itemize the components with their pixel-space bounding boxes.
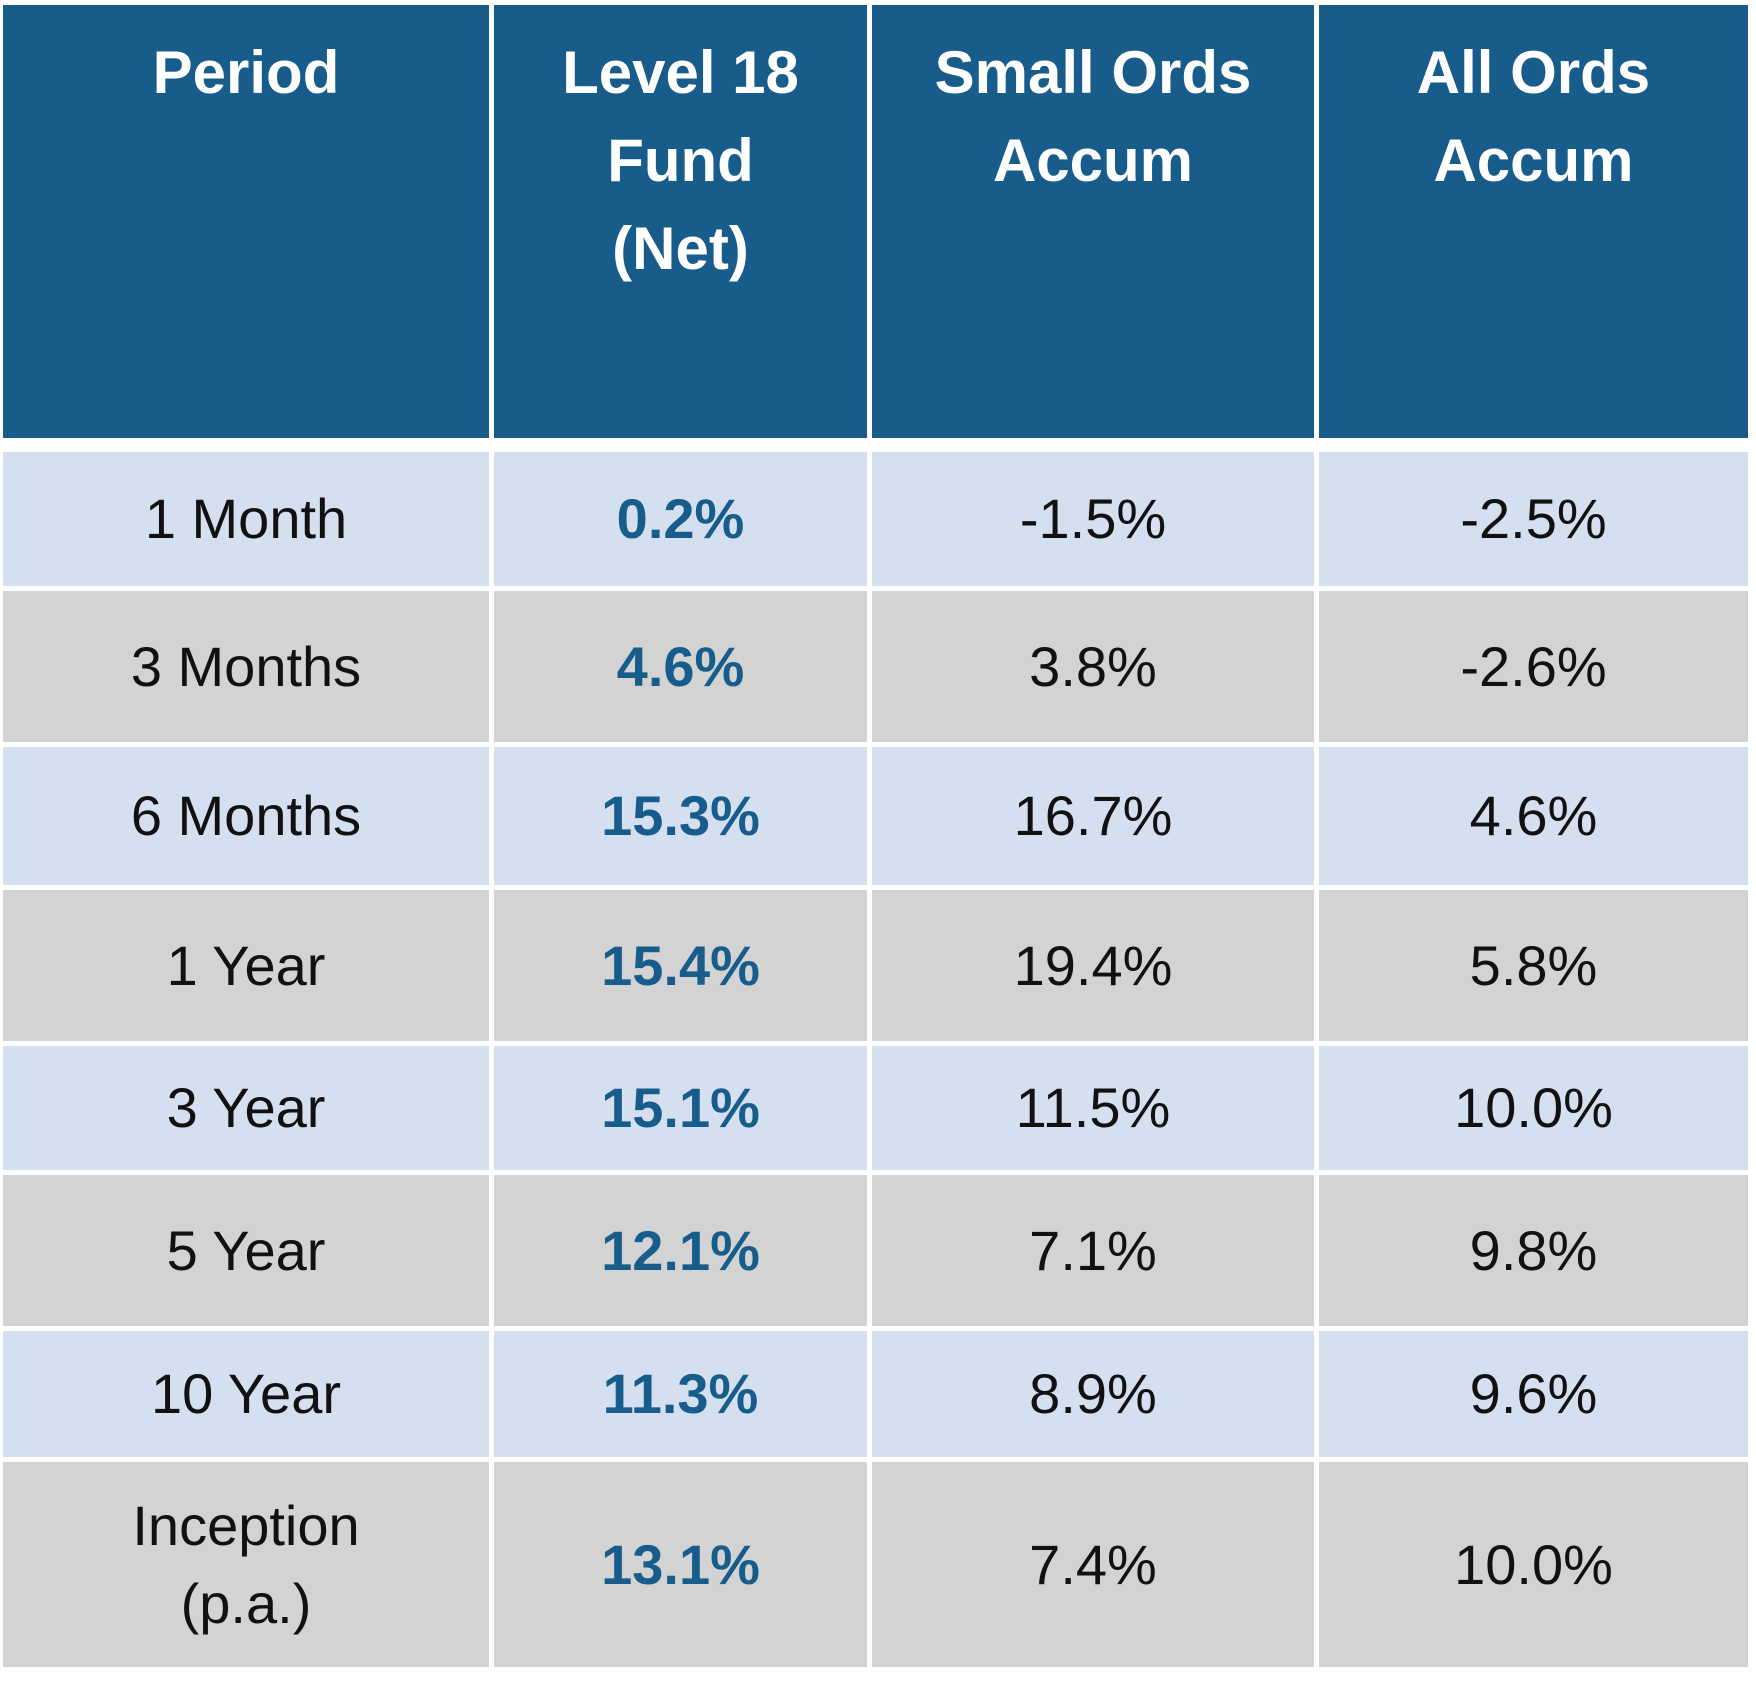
value-cell: 13.1% <box>494 1462 867 1667</box>
table-row: 3 Year 15.1% 11.5% 10.0% <box>3 1046 1753 1170</box>
table-row: 5 Year 12.1% 7.1% 9.8% <box>3 1175 1753 1326</box>
header-cell: Period <box>3 5 489 438</box>
value-cell: 11.3% <box>494 1331 867 1457</box>
cell-line: (p.a.) <box>180 1571 312 1635</box>
value-cell: 3.8% <box>872 591 1314 742</box>
cell-line: Small Ords <box>934 39 1252 106</box>
cell-line: All Ords <box>1416 39 1651 106</box>
value-cell: 15.4% <box>494 890 867 1041</box>
cell-line: Accum <box>1433 127 1634 194</box>
header-cell: Small Ords Accum <box>872 5 1314 438</box>
value-cell: 8.9% <box>872 1331 1314 1457</box>
cell-line: (Net) <box>612 215 749 282</box>
table-row: 1 Year 15.4% 19.4% 5.8% <box>3 890 1753 1041</box>
cell-line: Fund <box>607 127 754 194</box>
value-cell: 7.1% <box>872 1175 1314 1326</box>
value-cell: 9.8% <box>1319 1175 1748 1326</box>
cell-line: Inception <box>132 1493 360 1557</box>
cell-line: 5 Year <box>166 1218 326 1282</box>
cell-line: Level 18 <box>562 39 799 106</box>
table-row: 10 Year 11.3% 8.9% 9.6% <box>3 1331 1753 1457</box>
period-cell: 1 Year <box>3 890 489 1041</box>
header-cell: All Ords Accum <box>1319 5 1748 438</box>
value-cell: 19.4% <box>872 890 1314 1041</box>
value-cell: 12.1% <box>494 1175 867 1326</box>
table-row: 3 Months 4.6% 3.8% -2.6% <box>3 591 1753 742</box>
cell-line: Period <box>152 39 340 106</box>
header-cell: Level 18 Fund (Net) <box>494 5 867 438</box>
header-row: Period Level 18 Fund (Net) Small Ords Accum Al… <box>3 5 1753 438</box>
value-cell: 7.4% <box>872 1462 1314 1667</box>
value-cell: 15.3% <box>494 747 867 885</box>
period-cell: 10 Year <box>3 1331 489 1457</box>
period-cell: 1 Month <box>3 452 489 586</box>
period-cell: Inception (p.a.) <box>3 1462 489 1667</box>
period-cell: 3 Months <box>3 591 489 742</box>
table-row: 1 Month 0.2% -1.5% -2.5% <box>3 452 1753 586</box>
period-cell: 5 Year <box>3 1175 489 1326</box>
performance-table: Period Level 18 Fund (Net) Small Ords Accum Al… <box>3 5 1753 1672</box>
cell-line: 1 Year <box>166 933 326 997</box>
value-cell: 11.5% <box>872 1046 1314 1170</box>
value-cell: 15.1% <box>494 1046 867 1170</box>
value-cell: 10.0% <box>1319 1046 1748 1170</box>
value-cell: -2.5% <box>1319 452 1748 586</box>
value-cell: 16.7% <box>872 747 1314 885</box>
value-cell: 10.0% <box>1319 1462 1748 1667</box>
value-cell: 5.8% <box>1319 890 1748 1041</box>
value-cell: -1.5% <box>872 452 1314 586</box>
value-cell: 4.6% <box>494 591 867 742</box>
value-cell: 9.6% <box>1319 1331 1748 1457</box>
value-cell: 0.2% <box>494 452 867 586</box>
period-cell: 6 Months <box>3 747 489 885</box>
value-cell: 4.6% <box>1319 747 1748 885</box>
cell-line: 6 Months <box>130 784 362 847</box>
table-row: 6 Months 15.3% 16.7% 4.6% <box>3 747 1753 885</box>
value-cell: -2.6% <box>1319 591 1748 742</box>
period-cell: 3 Year <box>3 1046 489 1170</box>
cell-line: Accum <box>992 127 1194 194</box>
cell-line: 1 Month <box>144 487 348 550</box>
cell-line: 10 Year <box>151 1362 341 1425</box>
cell-line: 3 Year <box>166 1076 326 1139</box>
table-row: Inception (p.a.) 13.1% 7.4% 10.0% <box>3 1462 1753 1667</box>
cell-line: 3 Months <box>130 634 362 698</box>
